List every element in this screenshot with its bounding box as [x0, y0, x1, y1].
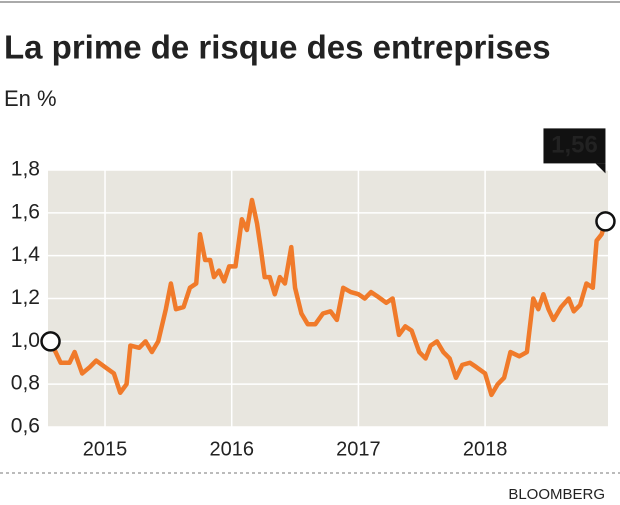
subtitle: En %	[4, 86, 57, 111]
value-label-pointer	[595, 163, 606, 174]
x-tick-label: 2016	[209, 438, 254, 460]
end-marker	[595, 211, 616, 232]
x-tick-label: 2017	[336, 438, 381, 460]
y-tick-label: 0,8	[11, 372, 40, 395]
y-tick-label: 1,0	[11, 329, 40, 352]
source: BLOOMBERG	[508, 486, 605, 503]
value-label-box	[543, 128, 606, 164]
y-tick-label: 1,6	[11, 200, 40, 223]
end-marker	[40, 331, 61, 352]
y-tick-label: 1,4	[11, 243, 41, 266]
x-tick-label: 2015	[83, 438, 128, 460]
y-tick-label: 1,8	[11, 158, 40, 181]
y-tick-label: 1,2	[11, 286, 40, 309]
value-label: 1,56	[551, 132, 598, 159]
chart-title: La prime de risque des entreprises	[4, 29, 551, 66]
x-tick-label: 2018	[463, 438, 508, 460]
line	[48, 197, 608, 398]
y-tick-label: 0,6	[11, 415, 40, 438]
